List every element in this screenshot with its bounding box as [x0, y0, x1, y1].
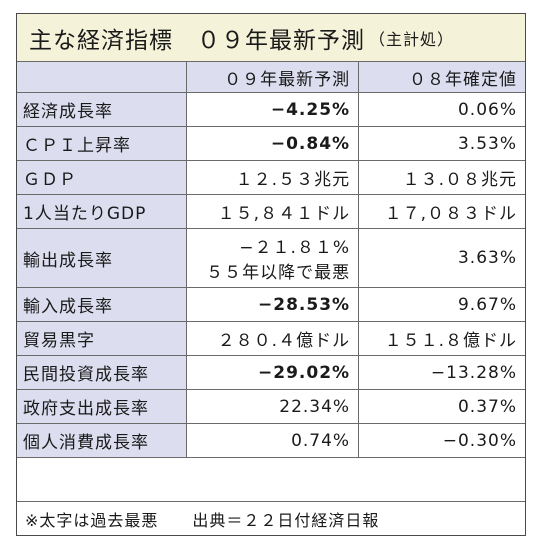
actual-value: 0.06% — [358, 92, 525, 127]
indicator-label: 政府支出成長率 — [17, 389, 187, 424]
header-row: ０９年最新予測 ０８年確定値 — [17, 62, 525, 93]
title-source-note: （主計処） — [369, 29, 455, 49]
table-row: 経済成長率 −4.25% 0.06% — [17, 92, 525, 127]
actual-value: 0.37% — [358, 389, 525, 424]
indicator-label: 個人消費成長率 — [17, 423, 187, 458]
indicator-label: 輸出成長率 — [17, 228, 187, 288]
actual-value: −0.30% — [358, 423, 525, 458]
indicator-label: 輸入成長率 — [17, 287, 187, 322]
footnote-row: ※太字は過去最悪 出典＝２２日付経済日報 — [17, 501, 525, 535]
table-title: 主な経済指標 ０９年最新予測 — [29, 27, 365, 54]
forecast-value: １５,８４１ドル — [185, 194, 360, 229]
table-row: 政府支出成長率 22.34% 0.37% — [17, 389, 525, 424]
table-row: 輸出成長率 −２１.８１% ５５年以降で最悪 3.63% — [17, 228, 525, 288]
table-row: ＧＤＰ １２.５３兆元 １３.０８兆元 — [17, 160, 525, 195]
forecast-value: １２.５３兆元 — [185, 160, 360, 195]
header-forecast: ０９年最新予測 — [185, 62, 360, 93]
table-row: 個人消費成長率 0.74% −0.30% — [17, 423, 525, 458]
forecast-value: −29.02% — [185, 355, 360, 390]
indicator-label: 貿易黒字 — [17, 321, 187, 356]
forecast-note: ５５年以降で最悪 — [206, 263, 351, 283]
table-row: 民間投資成長率 −29.02% −13.28% — [17, 355, 525, 390]
actual-value: １７,０８３ドル — [358, 194, 525, 229]
table-row: 1人当たりGDP １５,８４１ドル １７,０８３ドル — [17, 194, 525, 229]
indicator-label: 民間投資成長率 — [17, 355, 187, 390]
bold-meaning-note: ※太字は過去最悪 — [25, 510, 159, 530]
indicator-label: ＧＤＰ — [17, 160, 187, 195]
header-actual: ０８年確定値 — [358, 62, 525, 93]
forecast-value: −２１.８１% — [239, 238, 351, 258]
table-row: 輸入成長率 −28.53% 9.67% — [17, 287, 525, 322]
forecast-value-cell: −２１.８１% ５５年以降で最悪 — [185, 228, 360, 288]
actual-value: 9.67% — [358, 287, 525, 322]
source-note: 出典＝２２日付経済日報 — [192, 510, 380, 530]
title-bar: 主な経済指標 ０９年最新予測 （主計処） — [17, 14, 525, 62]
forecast-value: −0.84% — [185, 126, 360, 161]
indicator-label: 1人当たりGDP — [17, 194, 187, 229]
indicator-label: ＣＰＩ上昇率 — [17, 126, 187, 161]
forecast-value: −4.25% — [185, 92, 360, 127]
forecast-value: 22.34% — [185, 389, 360, 424]
header-label-cell — [17, 62, 187, 93]
forecast-value: ２８０.４億ドル — [185, 321, 360, 356]
table-row: ＣＰＩ上昇率 −0.84% 3.53% — [17, 126, 525, 161]
indicator-table-frame: 主な経済指標 ０９年最新予測 （主計処） ０９年最新予測 ０８年確定値 経済成長… — [16, 13, 526, 536]
actual-value: １３.０８兆元 — [358, 160, 525, 195]
actual-value: 3.53% — [358, 126, 525, 161]
forecast-value: −28.53% — [185, 287, 360, 322]
table-row: 貿易黒字 ２８０.４億ドル １５１.８億ドル — [17, 321, 525, 356]
actual-value: １５１.８億ドル — [358, 321, 525, 356]
actual-value: −13.28% — [358, 355, 525, 390]
indicator-table: ０９年最新予測 ０８年確定値 経済成長率 −4.25% 0.06% ＣＰＩ上昇率… — [17, 62, 525, 458]
indicator-label: 経済成長率 — [17, 92, 187, 127]
forecast-value: 0.74% — [185, 423, 360, 458]
actual-value: 3.63% — [358, 228, 525, 288]
